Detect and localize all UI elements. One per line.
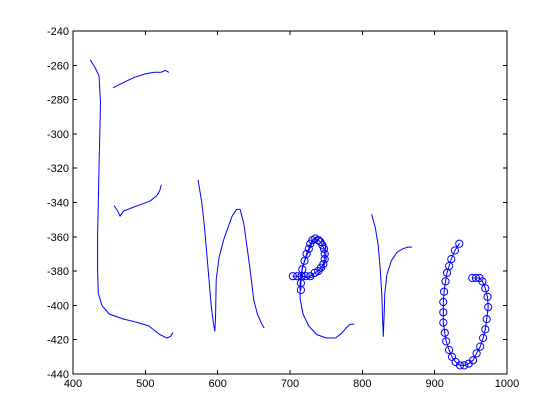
- stroke-6-point-1: [288, 272, 297, 281]
- stroke-8-point-30: [471, 273, 480, 283]
- stroke-8-point-16: [455, 361, 465, 370]
- x-tick-label: 500: [136, 378, 154, 390]
- x-tick-label: 600: [208, 378, 226, 390]
- x-tick-label: 1000: [495, 378, 519, 390]
- stroke-8-point-5: [442, 268, 452, 277]
- stroke-6-point-2: [293, 272, 302, 281]
- stroke-8-point-31: [468, 273, 477, 283]
- y-tick-label: -240: [47, 26, 69, 38]
- stroke-8-point-20: [472, 349, 481, 358]
- x-tick-label: 400: [64, 378, 82, 390]
- stroke-8-point-22: [479, 333, 488, 343]
- y-tick-label: -360: [47, 232, 69, 244]
- y-tick-label: -280: [47, 95, 69, 107]
- stroke-8-point-10: [439, 318, 448, 327]
- x-tick-label: 800: [353, 378, 371, 390]
- stroke-6-point-4: [301, 272, 310, 281]
- stroke-1-line: [89, 59, 174, 339]
- stroke-8-point-13: [445, 345, 454, 355]
- stroke-7-line: [371, 214, 412, 337]
- axes: 400 500 600 700 800 900 1000 -240 -260 -280 -300 -3…: [47, 26, 519, 390]
- plot-area: [89, 59, 493, 370]
- stroke-8-point-1: [455, 239, 464, 248]
- stroke-8-point-26: [483, 292, 492, 301]
- stroke-8-point-2: [450, 246, 459, 255]
- stroke-4-line: [197, 179, 265, 332]
- stroke-8-point-21: [476, 342, 485, 351]
- stroke-8-point-9: [439, 308, 448, 317]
- y-tick-label: -260: [47, 60, 69, 72]
- stroke-8-point-12: [442, 337, 451, 346]
- stroke-3-line: [113, 184, 162, 217]
- stroke-8-point-7: [440, 287, 449, 296]
- stroke-8-line: [442, 243, 489, 366]
- stroke-2-line: [113, 69, 169, 89]
- stroke-6-point-11: [320, 249, 329, 258]
- y-tick-label: -380: [47, 266, 69, 278]
- stroke-6-point-19: [304, 244, 313, 253]
- x-tick-label: 700: [281, 378, 299, 390]
- stroke-8-point-8: [439, 297, 448, 307]
- stroke-8-point-17: [460, 361, 469, 370]
- x-tick-label: 900: [425, 378, 443, 390]
- stroke-6-point-25: [296, 285, 305, 295]
- stroke-6-point-21: [300, 256, 309, 265]
- stroke-8-point-27: [481, 284, 490, 293]
- stroke-8-point-19: [468, 356, 478, 365]
- y-tick-label: -440: [47, 369, 69, 381]
- stroke-6-point-10: [320, 255, 329, 264]
- stroke-8-point-11: [440, 328, 449, 337]
- y-tick-label: -300: [47, 129, 69, 141]
- stroke-6-point-18: [306, 239, 315, 248]
- y-tick-label: -420: [47, 335, 69, 347]
- stroke-8-point-25: [484, 303, 493, 312]
- stroke-6-point-9: [319, 260, 328, 269]
- stroke-8-point-24: [482, 315, 491, 324]
- stroke-8-point-6: [441, 277, 450, 286]
- y-tick-label: -340: [47, 198, 69, 210]
- y-tick-label: -320: [47, 163, 69, 175]
- stroke-8-point-23: [481, 325, 490, 334]
- y-tick-label: -400: [47, 300, 69, 312]
